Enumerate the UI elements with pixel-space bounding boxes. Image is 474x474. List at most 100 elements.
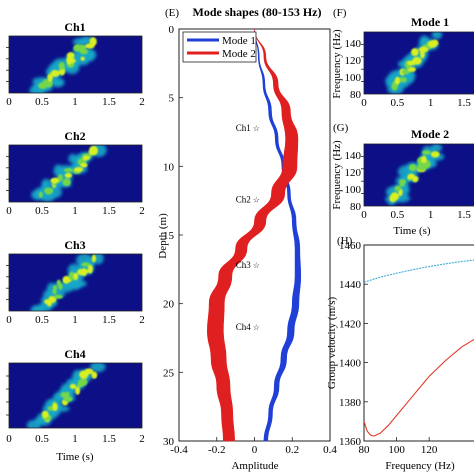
spec-xtick-label: 0 bbox=[361, 209, 367, 221]
ch2-xtick-3: 1.5 bbox=[102, 205, 116, 217]
ch1-xticks: 0 0.5 1 1.5 2 bbox=[6, 96, 145, 108]
e-xtick-label: 0 bbox=[252, 444, 258, 456]
velocity-curve-1 bbox=[363, 259, 474, 283]
panel-e-annotations: Ch1 ☆Ch2 ☆Ch3 ☆Ch4 ☆ bbox=[236, 123, 260, 332]
ch2-xtick-2: 1 bbox=[72, 205, 78, 217]
ch1-spectrogram bbox=[6, 35, 143, 94]
panel-e-title: Mode shapes (80-153 Hz) bbox=[193, 5, 322, 19]
ch4-xtick-1: 0.5 bbox=[35, 433, 49, 445]
ch1-xtick-4: 2 bbox=[139, 96, 145, 108]
ch1-xtick-1: 0.5 bbox=[35, 96, 49, 108]
panel-e: (E) Mode shapes (80-153 Hz) 0 5 10 15 20 25 30… bbox=[157, 5, 337, 472]
e-xtick-label: -0.4 bbox=[170, 444, 188, 456]
panel-h-label: (H) bbox=[337, 235, 353, 247]
spec-ytick-label: 100 bbox=[345, 72, 362, 84]
panel-e-xticks: -0.4 -0.2 0 0.2 0.4 bbox=[170, 437, 337, 456]
panel-h-xticks: 80 100 120 bbox=[359, 437, 438, 456]
panel-e-ylabel: Depth (m) bbox=[157, 213, 169, 259]
e-ytick-label: 5 bbox=[169, 93, 175, 105]
e-xtick-label: 0.2 bbox=[285, 444, 299, 456]
channel-annotation: Ch1 bbox=[236, 123, 251, 133]
ch3-title: Ch3 bbox=[64, 238, 85, 252]
ch1-title: Ch1 bbox=[64, 20, 85, 34]
e-xtick-label: 0.4 bbox=[323, 444, 337, 456]
ch2-xtick-1: 0.5 bbox=[35, 205, 49, 217]
ch1-xtick-3: 1.5 bbox=[102, 96, 116, 108]
panel-ch2: Ch2 0 0.5 1 1.5 2 bbox=[6, 129, 145, 217]
panel-f-title: Mode 1 bbox=[411, 15, 449, 29]
ch4-xlabel: Time (s) bbox=[56, 451, 94, 463]
ch4-xticks: 0 0.5 1 1.5 2 bbox=[6, 433, 145, 445]
h-xtick-label: 120 bbox=[421, 444, 438, 456]
panel-g-xlabel: Time (s) bbox=[393, 225, 431, 237]
ch4-title: Ch4 bbox=[64, 347, 85, 361]
spec-xtick-label: 1.5 bbox=[457, 209, 471, 221]
channel-annotation: Ch2 bbox=[236, 194, 251, 204]
channel-annotation: Ch4 bbox=[236, 322, 252, 332]
panel-h-ylabel: Group velocity (m/s) bbox=[326, 297, 338, 390]
ch2-spectrogram bbox=[6, 144, 143, 203]
panel-ch4: Ch4 0 0.5 1 1.5 2 Time (s) bbox=[6, 347, 145, 463]
h-xtick-label: 100 bbox=[388, 444, 405, 456]
panel-f-yticks: 80 100 120 140 bbox=[345, 38, 362, 101]
mode-band-2 bbox=[207, 28, 299, 442]
h-ytick-label: 1460 bbox=[339, 240, 362, 252]
ch4-xtick-0: 0 bbox=[6, 433, 12, 445]
spec-ytick-label: 140 bbox=[345, 150, 362, 162]
panel-f-label: (F) bbox=[333, 7, 347, 19]
mode2-spectrogram bbox=[361, 143, 474, 207]
spectrogram-background bbox=[364, 144, 474, 206]
panel-e-legend: Mode 1 Mode 2 bbox=[182, 31, 257, 63]
spec-xtick-label: 0.5 bbox=[390, 209, 404, 221]
panel-e-xlabel: Amplitude bbox=[231, 460, 278, 472]
ch4-xtick-3: 1.5 bbox=[102, 433, 116, 445]
ch3-xtick-3: 1.5 bbox=[102, 314, 116, 326]
panel-g-ylabel: Frequency (Hz) bbox=[331, 140, 343, 210]
ch3-xtick-0: 0 bbox=[6, 314, 12, 326]
channel-star-icon: ☆ bbox=[253, 124, 260, 133]
panel-g-label: (G) bbox=[333, 122, 349, 134]
spec-xtick-label: 1.5 bbox=[457, 97, 471, 109]
ch3-spectrogram bbox=[6, 253, 143, 312]
ch2-xticks: 0 0.5 1 1.5 2 bbox=[6, 205, 145, 217]
spec-ytick-label: 140 bbox=[345, 38, 362, 50]
channel-star-icon: ☆ bbox=[253, 323, 260, 332]
ch1-xtick-0: 0 bbox=[6, 96, 12, 108]
ch3-xtick-1: 0.5 bbox=[35, 314, 49, 326]
velocity-curve-2 bbox=[363, 338, 474, 437]
e-xtick-label: -0.2 bbox=[208, 444, 225, 456]
panel-ch1: Ch1 0 0.5 1 1.5 2 bbox=[6, 20, 145, 108]
panel-h-xlabel: Frequency (Hz) bbox=[385, 460, 455, 472]
panel-e-label: (E) bbox=[165, 7, 179, 19]
h-ytick-label: 1360 bbox=[339, 436, 362, 448]
e-ytick-label: 25 bbox=[163, 367, 175, 379]
e-ytick-label: 10 bbox=[163, 161, 175, 173]
legend-mode1-label: Mode 1 bbox=[222, 35, 256, 47]
panel-ch3: Ch3 0 0.5 1 1.5 2 bbox=[6, 238, 145, 326]
ch1-xtick-2: 1 bbox=[72, 96, 78, 108]
panel-g-yticks: 80 100 120 140 bbox=[345, 150, 362, 213]
h-ytick-label: 1380 bbox=[339, 397, 362, 409]
spec-ytick-label: 100 bbox=[345, 184, 362, 196]
spec-ytick-label: 120 bbox=[345, 55, 362, 67]
spec-ytick-label: 120 bbox=[345, 167, 362, 179]
spec-xtick-label: 1 bbox=[428, 209, 434, 221]
channel-star-icon: ☆ bbox=[253, 261, 260, 270]
panel-f: (F) Mode 1 80 100 120 140 0 0.5 1 1.5 Frequenc… bbox=[331, 7, 474, 109]
panel-f-xticks: 0 0.5 1 1.5 bbox=[361, 97, 471, 109]
ch4-spectrogram bbox=[6, 362, 143, 429]
channel-annotation: Ch3 bbox=[236, 260, 252, 270]
h-xtick-label: 80 bbox=[359, 444, 371, 456]
ch2-xtick-0: 0 bbox=[6, 205, 12, 217]
panel-e-yticks: 0 5 10 15 20 25 30 bbox=[163, 24, 183, 448]
e-ytick-label: 30 bbox=[163, 436, 175, 448]
panel-g-xticks: 0 0.5 1 1.5 bbox=[361, 209, 471, 221]
ch2-title: Ch2 bbox=[64, 129, 85, 143]
spec-ytick-label: 80 bbox=[350, 89, 362, 101]
panel-f-ylabel: Frequency (Hz) bbox=[331, 29, 343, 99]
e-ytick-label: 15 bbox=[163, 230, 175, 242]
e-ytick-label: 0 bbox=[169, 24, 175, 36]
channel-star-icon: ☆ bbox=[253, 195, 260, 204]
mode1-spectrogram bbox=[361, 31, 474, 95]
h-ytick-label: 1420 bbox=[339, 318, 362, 330]
